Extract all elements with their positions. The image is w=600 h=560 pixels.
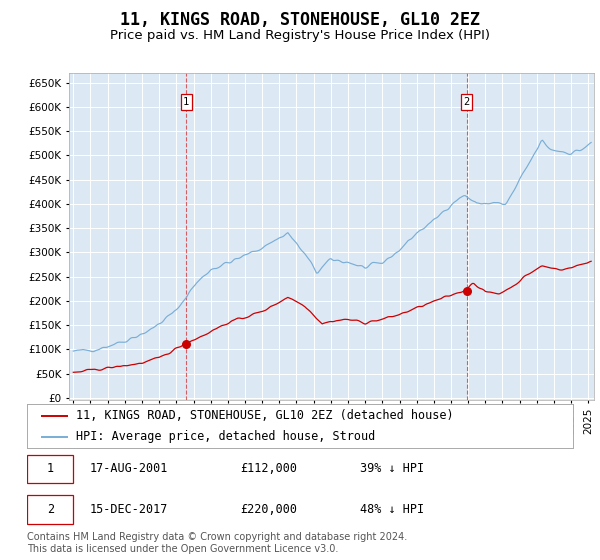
Text: 1: 1 [183,97,190,107]
Text: 2: 2 [47,503,54,516]
FancyBboxPatch shape [27,496,73,524]
Text: 11, KINGS ROAD, STONEHOUSE, GL10 2EZ (detached house): 11, KINGS ROAD, STONEHOUSE, GL10 2EZ (de… [76,409,454,422]
Text: 2: 2 [464,97,470,107]
Text: 39% ↓ HPI: 39% ↓ HPI [360,463,424,475]
Text: Price paid vs. HM Land Registry's House Price Index (HPI): Price paid vs. HM Land Registry's House … [110,29,490,42]
Text: £112,000: £112,000 [240,463,297,475]
Text: HPI: Average price, detached house, Stroud: HPI: Average price, detached house, Stro… [76,430,376,443]
Point [182,339,191,348]
Text: £220,000: £220,000 [240,503,297,516]
Text: 17-AUG-2001: 17-AUG-2001 [90,463,168,475]
FancyBboxPatch shape [27,455,73,483]
Text: 48% ↓ HPI: 48% ↓ HPI [360,503,424,516]
Text: Contains HM Land Registry data © Crown copyright and database right 2024.
This d: Contains HM Land Registry data © Crown c… [27,532,407,554]
Point [462,287,472,296]
Text: 11, KINGS ROAD, STONEHOUSE, GL10 2EZ: 11, KINGS ROAD, STONEHOUSE, GL10 2EZ [120,11,480,29]
Text: 1: 1 [47,463,54,475]
Text: 15-DEC-2017: 15-DEC-2017 [90,503,168,516]
